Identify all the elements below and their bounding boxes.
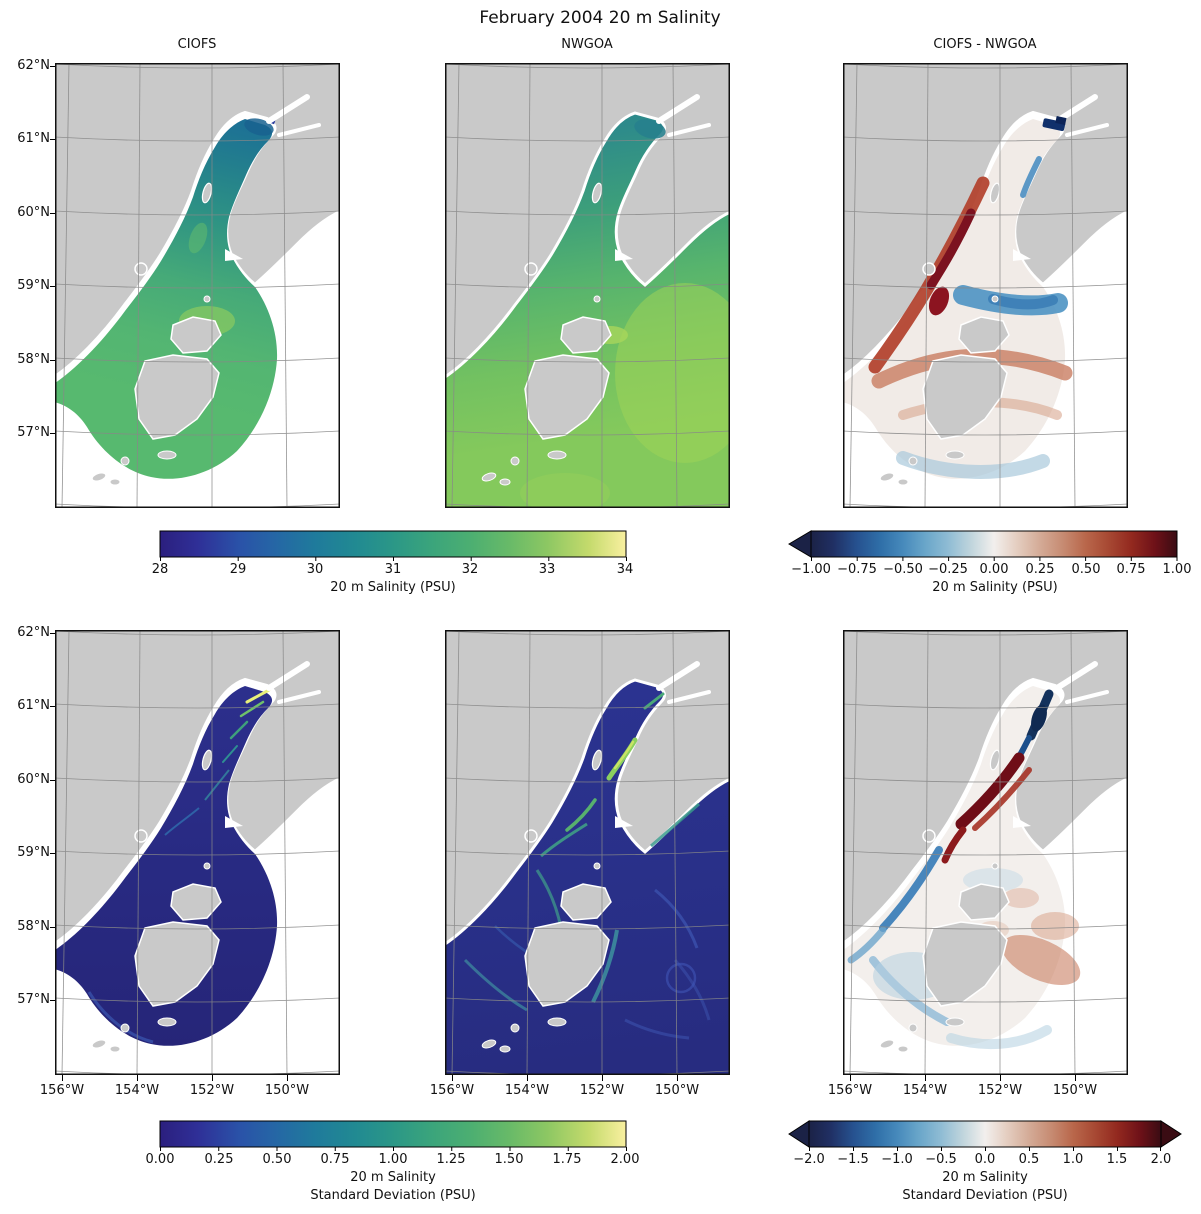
cb-tick: 32 (461, 562, 479, 577)
cb-tick: 0.00 (979, 562, 1009, 577)
lat-tick-label: 62°N (17, 625, 50, 641)
cb-tick: −0.50 (883, 562, 923, 577)
map-diff-salinity (843, 63, 1128, 508)
cb-tick: 34 (616, 562, 634, 577)
cb-tick: 1.25 (436, 1152, 466, 1167)
colorbar-salinity (159, 530, 627, 561)
lon-tick-label: 152°W (579, 1083, 625, 1098)
map-nwgoa-salinity (445, 63, 730, 508)
lat-tick-label: 59°N (17, 278, 50, 294)
lat-tick-label: 57°N (17, 425, 50, 441)
cb-tick: 0.75 (320, 1152, 350, 1167)
lon-tick-label: 152°W (977, 1083, 1023, 1098)
panel-title-nwgoa: NWGOA (561, 37, 613, 52)
lat-tick-label: 58°N (17, 352, 50, 368)
lat-tick-label: 60°N (17, 772, 50, 788)
lat-tick-label: 58°N (17, 919, 50, 935)
lat-tick-label: 61°N (17, 698, 50, 714)
cb-tick: −1.0 (881, 1152, 913, 1167)
colorbar-salinity-diff (788, 530, 1178, 561)
cb-tick: 30 (306, 562, 324, 577)
cb-label-std-diff-line2: Standard Deviation (PSU) (902, 1188, 1068, 1203)
lon-tick-label: 154°W (902, 1083, 948, 1098)
cb-tick: 0.00 (145, 1152, 175, 1167)
map-ciofs-std (55, 630, 340, 1075)
colorbar-std-diff (788, 1120, 1182, 1151)
cb-tick: 2.0 (1150, 1152, 1172, 1167)
cb-tick: 1.00 (1162, 562, 1192, 577)
cb-tick: 1.75 (552, 1152, 582, 1167)
lon-tick-label: 154°W (114, 1083, 160, 1098)
lon-tick-label: 150°W (264, 1083, 310, 1098)
cb-label-std-diff-line1: 20 m Salinity (942, 1170, 1028, 1185)
map-ciofs-salinity (55, 63, 340, 508)
lat-tick-label: 61°N (17, 131, 50, 147)
cb-tick: 1.5 (1106, 1152, 1128, 1167)
cb-label-salinity: 20 m Salinity (PSU) (330, 580, 456, 595)
lat-tick-label: 60°N (17, 205, 50, 221)
lon-tick-label: 156°W (429, 1083, 475, 1098)
cb-tick: −0.75 (837, 562, 877, 577)
cb-label-salinity-diff: 20 m Salinity (PSU) (932, 580, 1058, 595)
cb-tick: 0.50 (262, 1152, 292, 1167)
panel-title-ciofs: CIOFS (177, 37, 217, 52)
cb-tick: 1.0 (1062, 1152, 1084, 1167)
cb-tick: 28 (151, 562, 169, 577)
cb-tick: 0.25 (204, 1152, 234, 1167)
lon-tick-label: 150°W (654, 1083, 700, 1098)
cb-tick: −0.25 (928, 562, 968, 577)
cb-tick: 29 (229, 562, 247, 577)
cb-tick: 0.50 (1071, 562, 1101, 577)
cb-tick: −1.5 (837, 1152, 869, 1167)
map-nwgoa-std (445, 630, 730, 1075)
lat-tick-label: 59°N (17, 845, 50, 861)
lon-tick-label: 152°W (189, 1083, 235, 1098)
lon-tick-label: 150°W (1052, 1083, 1098, 1098)
figure-title: February 2004 20 m Salinity (479, 8, 721, 28)
cb-tick: −2.0 (793, 1152, 825, 1167)
cb-tick: 2.00 (610, 1152, 640, 1167)
lon-tick-label: 156°W (39, 1083, 85, 1098)
cb-tick: 0.5 (1018, 1152, 1040, 1167)
cb-tick: 0.25 (1025, 562, 1055, 577)
cb-label-std-line2: Standard Deviation (PSU) (310, 1188, 476, 1203)
cb-tick: 33 (538, 562, 556, 577)
cb-tick: 0.75 (1116, 562, 1146, 577)
lon-tick-label: 156°W (827, 1083, 873, 1098)
lat-tick-label: 57°N (17, 992, 50, 1008)
colorbar-std (159, 1120, 627, 1151)
cb-tick: −1.00 (791, 562, 831, 577)
cb-tick: 1.00 (378, 1152, 408, 1167)
cb-tick: 0.0 (974, 1152, 996, 1167)
cb-tick: 31 (384, 562, 402, 577)
cb-tick: 1.50 (494, 1152, 524, 1167)
lat-tick-label: 62°N (17, 58, 50, 74)
map-diff-std (843, 630, 1128, 1075)
panel-title-diff: CIOFS - NWGOA (933, 37, 1037, 52)
cb-tick: −0.5 (925, 1152, 957, 1167)
lon-tick-label: 154°W (504, 1083, 550, 1098)
cb-label-std-line1: 20 m Salinity (350, 1170, 436, 1185)
